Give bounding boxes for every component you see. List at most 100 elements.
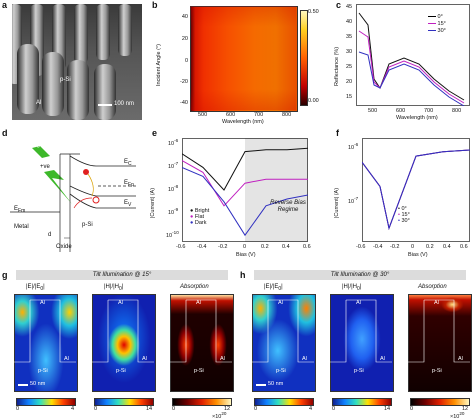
- light-label: Light: [32, 142, 46, 148]
- panel-c-plot: [356, 4, 470, 106]
- panel-a-label: a: [2, 0, 8, 10]
- sem-scalebar: [98, 104, 112, 106]
- e-ytick: 10-7: [168, 161, 179, 170]
- c-xtick: 700: [424, 108, 434, 114]
- e-xtick: -0.2: [218, 244, 228, 250]
- f-xtick: 0.4: [443, 244, 451, 250]
- g-h-al-top: Al: [118, 300, 123, 306]
- oxide-label: Oxide: [56, 244, 72, 250]
- f-xtick: -0.4: [373, 244, 383, 250]
- g-e-al-side: Al: [64, 356, 69, 362]
- panel-f-ylabel: |Current| (A): [334, 187, 340, 218]
- g-title-e: |E|/|E0|: [26, 284, 45, 293]
- series-line-Dark: [182, 166, 308, 237]
- panel-c-ylabel: Reflectance (%): [334, 46, 340, 86]
- series-line-15°: [358, 30, 465, 104]
- g-title-h: |H|/|H0|: [104, 284, 124, 293]
- series-line-Bright: [182, 147, 308, 191]
- e-xtick: 0: [243, 244, 247, 250]
- g-h-colorbar: [94, 398, 154, 406]
- panel-f-xticks: -0.6 -0.4 -0.2 0 0.2 0.4 0.6: [356, 244, 474, 252]
- legend-item: 15°: [428, 21, 446, 27]
- series-line-0°: [362, 149, 470, 230]
- g-e-cbar-min: 0: [16, 406, 20, 412]
- e-xtick: -0.6: [176, 244, 186, 250]
- g-e-colorbar: [16, 398, 76, 406]
- panel-b-colorbar: [300, 10, 308, 106]
- c-xtick: 600: [396, 108, 406, 114]
- legend-item: • 15°: [398, 212, 410, 218]
- b-xtick: 700: [254, 112, 264, 118]
- panel-b-yticks: 40 20 0 -20 -40: [176, 8, 188, 108]
- h-scalebar-label: 50 nm: [268, 381, 284, 387]
- psi-label: p-Si: [82, 222, 93, 228]
- charge-label: +ve: [40, 164, 50, 170]
- series-line-30°: [362, 149, 470, 230]
- panel-e-xlabel: Bias (V): [236, 252, 256, 258]
- series-line-15°: [362, 149, 470, 230]
- e-ytick: 10-6: [168, 138, 179, 147]
- legend-item: ● Bright: [190, 208, 210, 214]
- band-diagram: [10, 136, 136, 252]
- h-h-colorbar: [332, 398, 392, 406]
- legend-item: • 30°: [398, 218, 410, 224]
- h-h-psi: p-Si: [354, 368, 364, 374]
- ev-label: EV: [124, 200, 132, 209]
- f-ytick: 10-7: [348, 196, 359, 205]
- series-line-0°: [358, 12, 465, 101]
- panel-b-heatmap-shade: [190, 6, 296, 110]
- e-ytick: 10-9: [168, 207, 179, 216]
- panel-c-xlabel: Wavelength (nm): [396, 115, 438, 121]
- g-h-cbar-min: 0: [94, 406, 98, 412]
- g-e-al-top: Al: [40, 300, 45, 306]
- g-absorption-map: [170, 294, 234, 392]
- region-label: Reverse Bias Regime: [270, 200, 306, 213]
- sem-psi-label: p-Si: [60, 77, 71, 83]
- g-abs-cbar-min: 0: [172, 406, 176, 412]
- c-ytick: 15: [346, 94, 353, 100]
- panel-c-legend: 0° 15° 30°: [428, 14, 446, 34]
- panel-e-xticks: -0.6 -0.4 -0.2 0 0.2 0.4 0.6: [176, 244, 316, 252]
- h-h-cbar-max: 14: [384, 406, 391, 412]
- b-xtick: 500: [198, 112, 208, 118]
- e-ytick: 10-10: [166, 230, 179, 239]
- c-xtick: 800: [452, 108, 462, 114]
- h-title-abs: Absorption: [418, 284, 447, 290]
- f-xtick: -0.2: [390, 244, 400, 250]
- hole-icon: [92, 196, 100, 204]
- sem-al-label: Al: [36, 100, 42, 106]
- efm-label: EFm: [14, 206, 26, 215]
- panel-c-label: c: [336, 0, 342, 10]
- e-xtick: 0.6: [303, 244, 311, 250]
- reverse-bias-region: [245, 138, 308, 242]
- h-h-al-side: Al: [380, 356, 385, 362]
- g-h-psi: p-Si: [116, 368, 126, 374]
- panel-b-heatmap: [190, 6, 298, 112]
- panel-f-xlabel: Bias (V): [408, 252, 428, 258]
- h-e-al-top: Al: [278, 300, 283, 306]
- c-xtick: 500: [368, 108, 378, 114]
- g-scalebar: [18, 384, 28, 386]
- sem-scalebar-label: 100 nm: [114, 101, 135, 107]
- legend-item: • 0°: [398, 206, 407, 212]
- c-ytick: 25: [346, 64, 353, 70]
- b-cbar-min: 0.00: [308, 98, 319, 104]
- panel-f-legend: • 0° • 15° • 30°: [398, 206, 410, 224]
- h-absorption-map: [408, 294, 472, 392]
- b-xtick: 600: [226, 112, 236, 118]
- f-xtick: 0.6: [460, 244, 468, 250]
- h-abs-al-side: Al: [458, 356, 463, 362]
- c-ytick: 30: [346, 49, 353, 55]
- b-ytick: -40: [180, 100, 188, 106]
- panel-b-ylabel: Incident Angle (°): [156, 44, 162, 86]
- c-ytick: 45: [346, 4, 353, 10]
- g-e-psi: p-Si: [38, 368, 48, 374]
- f-xtick: 0.2: [426, 244, 434, 250]
- panel-g-banner: Tilt Illumination @ 15°: [16, 270, 228, 280]
- legend-item: ● Dark: [190, 220, 207, 226]
- panel-e-legend: ● Bright ● Flat ● Dark: [190, 208, 209, 226]
- legend-item: 0°: [428, 14, 446, 20]
- panel-e-plot: [182, 138, 308, 242]
- panel-d-label: d: [2, 128, 8, 138]
- e-xtick: 0.2: [261, 244, 269, 250]
